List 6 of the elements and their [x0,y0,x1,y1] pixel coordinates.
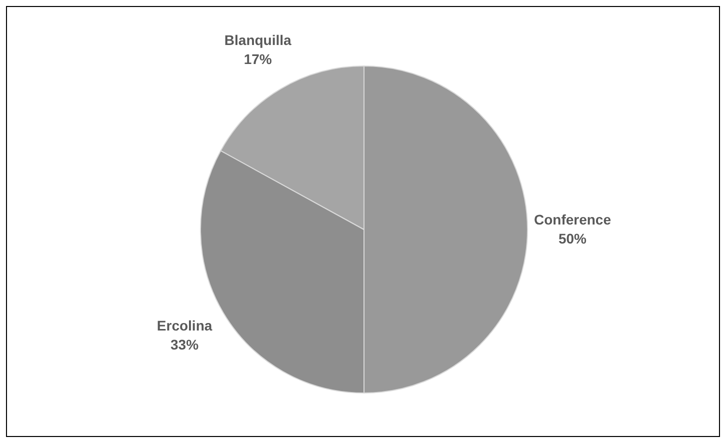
slice-label: Blanquilla [224,32,292,48]
slice-label: Ercolina [156,317,212,334]
data-label: 33% [170,336,200,352]
data-label: 50% [558,230,588,246]
data-label: 17% [244,50,272,67]
slice-label: Conference [534,211,612,228]
